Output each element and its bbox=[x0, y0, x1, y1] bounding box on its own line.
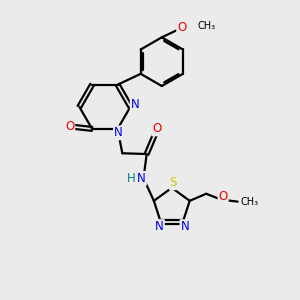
Text: N: N bbox=[181, 220, 189, 233]
Text: H: H bbox=[127, 172, 135, 185]
Text: N: N bbox=[114, 126, 123, 139]
Text: S: S bbox=[170, 176, 177, 189]
Text: N: N bbox=[155, 220, 164, 233]
Text: O: O bbox=[177, 21, 186, 34]
Text: O: O bbox=[65, 121, 74, 134]
Text: CH₃: CH₃ bbox=[197, 20, 215, 31]
Text: N: N bbox=[137, 172, 146, 185]
Text: O: O bbox=[152, 122, 161, 135]
Text: N: N bbox=[131, 98, 140, 111]
Text: O: O bbox=[218, 190, 228, 203]
Text: CH₃: CH₃ bbox=[241, 196, 259, 207]
